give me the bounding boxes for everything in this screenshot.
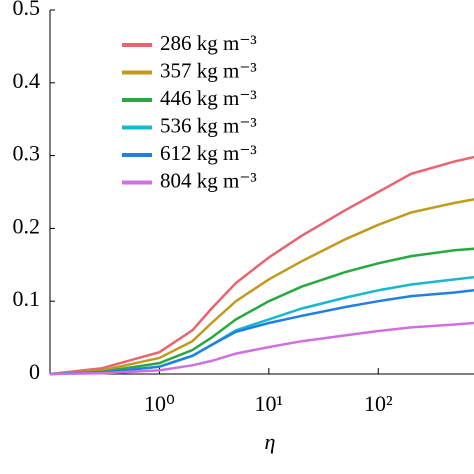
legend-entry: 357 kg m⁻³ — [122, 58, 257, 82]
x-tick-label: 10⁰ — [144, 391, 175, 416]
line-series — [49, 198, 474, 376]
x-tick-label: 10¹ — [255, 391, 284, 416]
y-tick-label: 0 — [29, 359, 40, 384]
legend-label: 804 kg m⁻³ — [160, 168, 257, 192]
legend-label: 612 kg m⁻³ — [160, 141, 257, 165]
y-tick-label: 0.1 — [13, 286, 41, 311]
legend-label: 357 kg m⁻³ — [160, 58, 257, 82]
legend-label: 446 kg m⁻³ — [160, 86, 257, 110]
line-series — [49, 155, 474, 376]
legend-entry: 612 kg m⁻³ — [122, 141, 257, 165]
x-tick-label: 10² — [364, 391, 393, 416]
y-tick-label: 0.5 — [13, 0, 41, 20]
line-series — [49, 247, 474, 376]
legend-label: 286 kg m⁻³ — [160, 31, 257, 55]
y-tick-label: 0.2 — [13, 213, 41, 238]
line-series — [49, 321, 474, 376]
line-series — [49, 289, 474, 376]
legend-entry: 286 kg m⁻³ — [122, 31, 257, 55]
x-axis-label: η — [265, 429, 276, 454]
y-tick-label: 0.4 — [13, 68, 41, 93]
y-tick-label: 0.3 — [13, 141, 41, 166]
legend-entry: 536 kg m⁻³ — [122, 113, 257, 137]
legend-entry: 446 kg m⁻³ — [122, 86, 257, 110]
legend-entry: 804 kg m⁻³ — [122, 168, 257, 192]
legend-label: 536 kg m⁻³ — [160, 113, 257, 137]
